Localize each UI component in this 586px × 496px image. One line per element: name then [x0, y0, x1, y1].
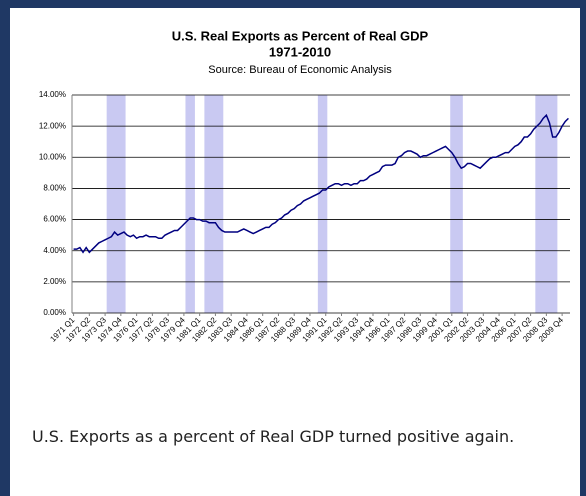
frame [580, 0, 586, 496]
y-tick-label: 4.00% [43, 246, 66, 255]
y-tick-label: 10.00% [39, 152, 66, 161]
y-tick-label: 2.00% [43, 277, 66, 286]
data-line [73, 113, 569, 254]
recession-band [204, 95, 224, 313]
recession-band [317, 95, 328, 313]
recession-band [535, 95, 558, 313]
chart-subtitle: 1971-2010 [269, 44, 331, 59]
caption: U.S. Exports as a percent of Real GDP tu… [32, 427, 515, 446]
recession-band [106, 95, 126, 313]
y-tick-label: 0.00% [43, 308, 66, 317]
chart-source: Source: Bureau of Economic Analysis [208, 64, 392, 76]
frame [0, 0, 586, 8]
y-tick-label: 8.00% [43, 184, 66, 193]
y-tick-label: 12.00% [39, 121, 66, 130]
chart: U.S. Real Exports as Percent of Real GDP… [39, 28, 570, 344]
chart-title: U.S. Real Exports as Percent of Real GDP [172, 28, 429, 43]
y-tick-label: 14.00% [39, 90, 66, 99]
frame [0, 0, 10, 496]
recession-band [450, 95, 463, 313]
y-tick-label: 6.00% [43, 215, 66, 224]
recession-band [185, 95, 195, 313]
